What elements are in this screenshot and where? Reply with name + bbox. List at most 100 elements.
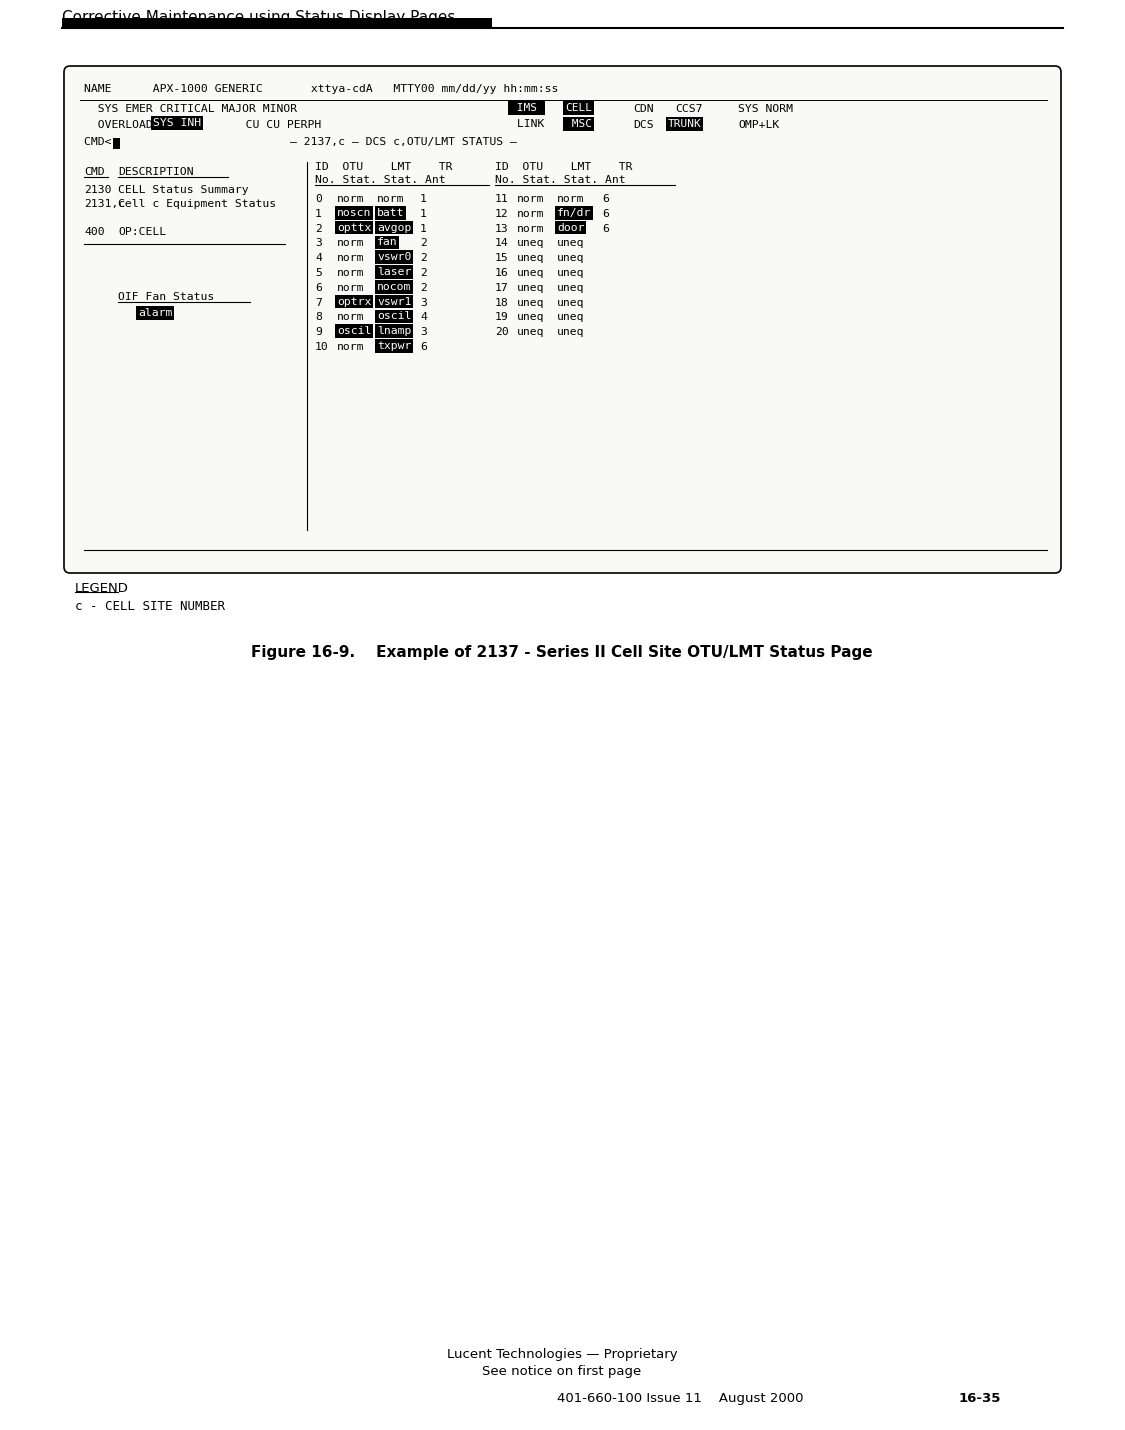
Text: CU CU PERPH: CU CU PERPH	[225, 120, 322, 130]
FancyBboxPatch shape	[64, 66, 1061, 573]
Text: uneq: uneq	[518, 327, 544, 337]
Text: 6: 6	[602, 194, 609, 204]
Text: 0: 0	[315, 194, 322, 204]
Text: TRUNK: TRUNK	[668, 119, 702, 129]
Text: nocom: nocom	[377, 282, 412, 292]
Text: door: door	[557, 223, 585, 233]
Text: NAME      APX-1000 GENERIC       xttya-cdA   MTTY00 mm/dd/yy hh:mm:ss: NAME APX-1000 GENERIC xttya-cdA MTTY00 m…	[84, 84, 558, 94]
Text: fn/dr: fn/dr	[557, 207, 592, 217]
Text: Corrective Maintenance using Status Display Pages: Corrective Maintenance using Status Disp…	[62, 10, 456, 24]
Text: 4: 4	[315, 253, 322, 263]
Text: 6: 6	[602, 223, 609, 233]
Text: uneq: uneq	[557, 239, 585, 249]
Text: CMD<: CMD<	[84, 137, 118, 147]
Text: txpwr: txpwr	[377, 340, 412, 350]
Text: norm: norm	[518, 194, 544, 204]
Text: IMS: IMS	[510, 103, 543, 113]
Text: norm: norm	[338, 342, 364, 352]
Text: laser: laser	[377, 267, 412, 277]
Text: 2131,c: 2131,c	[84, 199, 125, 209]
Text: SYS INH: SYS INH	[153, 119, 201, 129]
Text: optrx: optrx	[338, 296, 371, 306]
Text: 4: 4	[420, 312, 426, 322]
Bar	[62, 19, 492, 29]
Text: 10: 10	[315, 342, 328, 352]
Text: SYS EMER CRITICAL MAJOR MINOR: SYS EMER CRITICAL MAJOR MINOR	[84, 104, 297, 114]
Text: norm: norm	[518, 209, 544, 219]
Text: norm: norm	[338, 312, 364, 322]
Text: 6: 6	[315, 283, 322, 293]
Text: vswr1: vswr1	[377, 296, 412, 306]
Text: Cell c Equipment Status: Cell c Equipment Status	[118, 199, 276, 209]
Text: uneq: uneq	[518, 253, 544, 263]
Text: avgop: avgop	[377, 223, 412, 233]
Text: 1: 1	[420, 194, 426, 204]
Text: No. Stat. Stat. Ant: No. Stat. Stat. Ant	[495, 174, 626, 184]
Text: norm: norm	[377, 194, 405, 204]
Text: uneq: uneq	[557, 312, 585, 322]
Text: 9: 9	[315, 327, 322, 337]
Text: uneq: uneq	[557, 283, 585, 293]
Text: CELL Status Summary: CELL Status Summary	[118, 184, 249, 194]
Text: 401-660-100 Issue 11    August 2000: 401-660-100 Issue 11 August 2000	[557, 1391, 803, 1406]
Text: 1: 1	[420, 223, 426, 233]
Text: — 2137,c – DCS c,OTU/LMT STATUS —: — 2137,c – DCS c,OTU/LMT STATUS —	[290, 137, 516, 147]
Text: OMP+LK: OMP+LK	[738, 120, 780, 130]
Text: opttx: opttx	[338, 223, 371, 233]
Text: 14: 14	[495, 239, 508, 249]
Text: 15: 15	[495, 253, 508, 263]
Text: ID  OTU    LMT    TR: ID OTU LMT TR	[315, 162, 452, 172]
Text: alarm: alarm	[138, 307, 172, 317]
Text: 19: 19	[495, 312, 508, 322]
Text: 6: 6	[420, 342, 426, 352]
Text: uneq: uneq	[557, 327, 585, 337]
Text: CELL: CELL	[565, 103, 592, 113]
Text: MSC: MSC	[565, 119, 592, 129]
Text: norm: norm	[557, 194, 585, 204]
Text: No. Stat. Stat. Ant: No. Stat. Stat. Ant	[315, 174, 446, 184]
Text: oscil: oscil	[377, 312, 412, 322]
Text: 1: 1	[420, 209, 426, 219]
Text: 6: 6	[602, 209, 609, 219]
Text: 3: 3	[315, 239, 322, 249]
Text: SYS NORM: SYS NORM	[738, 104, 793, 114]
Text: uneq: uneq	[518, 312, 544, 322]
Text: ID  OTU    LMT    TR: ID OTU LMT TR	[495, 162, 632, 172]
Text: 2: 2	[420, 283, 426, 293]
Text: 400: 400	[84, 227, 105, 237]
Text: uneq: uneq	[518, 239, 544, 249]
Text: OP:CELL: OP:CELL	[118, 227, 166, 237]
Text: uneq: uneq	[518, 267, 544, 277]
Text: 16: 16	[495, 267, 508, 277]
Text: lnamp: lnamp	[377, 326, 412, 336]
Text: norm: norm	[338, 253, 364, 263]
Bar	[112, 139, 120, 149]
Text: uneq: uneq	[518, 297, 544, 307]
Text: norm: norm	[338, 239, 364, 249]
Text: 2: 2	[420, 239, 426, 249]
Text: 18: 18	[495, 297, 508, 307]
Text: 5: 5	[315, 267, 322, 277]
Text: 11: 11	[495, 194, 508, 204]
Text: c - CELL SITE NUMBER: c - CELL SITE NUMBER	[75, 601, 225, 613]
Text: DESCRIPTION: DESCRIPTION	[118, 167, 194, 177]
Text: See notice on first page: See notice on first page	[483, 1366, 641, 1379]
Text: 3: 3	[420, 327, 426, 337]
Text: LEGEND: LEGEND	[75, 582, 129, 595]
Text: Lucent Technologies — Proprietary: Lucent Technologies — Proprietary	[447, 1348, 677, 1361]
Text: 2: 2	[420, 253, 426, 263]
Text: norm: norm	[518, 223, 544, 233]
Text: 16-35: 16-35	[958, 1391, 1001, 1406]
Text: norm: norm	[338, 194, 364, 204]
Text: 7: 7	[315, 297, 322, 307]
Text: LINK: LINK	[510, 119, 544, 129]
Text: OIF Fan Status: OIF Fan Status	[118, 292, 214, 302]
Text: DCS: DCS	[633, 120, 654, 130]
Text: uneq: uneq	[518, 283, 544, 293]
Text: 13: 13	[495, 223, 508, 233]
Text: 20: 20	[495, 327, 508, 337]
Text: batt: batt	[377, 207, 405, 217]
Text: 2: 2	[315, 223, 322, 233]
Text: 3: 3	[420, 297, 426, 307]
Text: 17: 17	[495, 283, 508, 293]
